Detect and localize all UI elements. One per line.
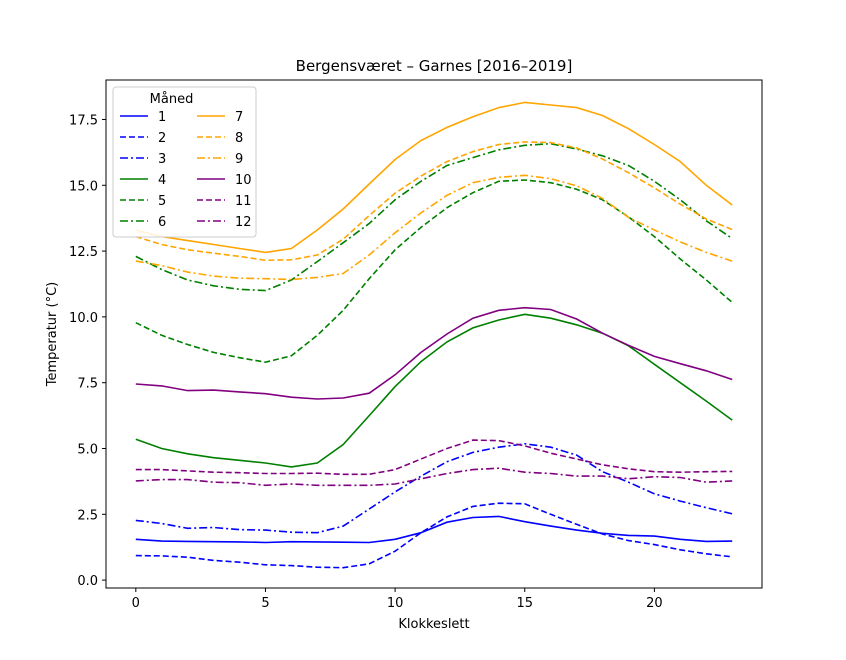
- series-line-11: [135, 439, 733, 476]
- plot-lines: [135, 101, 733, 569]
- legend-label-2: 2: [158, 131, 166, 146]
- legend-label-4: 4: [158, 173, 166, 188]
- series-line-12: [135, 467, 733, 487]
- series-line-2: [135, 502, 733, 569]
- legend-label-11: 11: [235, 194, 252, 209]
- y-tick-label: 5.0: [77, 442, 98, 457]
- y-axis: 0.0 2.5 5.0 7.5 10.0 12.5 15.0 17.5: [69, 113, 106, 589]
- x-axis: 0 5 10 15 20: [132, 588, 663, 611]
- series-line-3: [135, 442, 733, 534]
- chart-title: Bergensværet – Garnes [2016–2019]: [296, 57, 573, 75]
- x-tick-label: 10: [387, 596, 404, 611]
- y-tick-label: 0.0: [77, 574, 98, 589]
- y-tick-label: 17.5: [69, 113, 98, 128]
- legend-label-1: 1: [158, 110, 166, 125]
- x-tick-label: 0: [132, 596, 140, 611]
- series-line-8: [135, 141, 733, 262]
- series-line-9: [135, 174, 733, 281]
- series-line-10: [135, 306, 733, 400]
- y-tick-label: 2.5: [77, 508, 98, 523]
- y-tick-label: 7.5: [77, 377, 98, 392]
- x-axis-label: Klokkeslett: [398, 617, 469, 632]
- x-tick-label: 15: [516, 596, 533, 611]
- y-axis-label: Temperatur (°C): [45, 282, 60, 388]
- legend-label-6: 6: [158, 215, 166, 230]
- legend-label-9: 9: [235, 152, 243, 167]
- legend-label-8: 8: [235, 131, 243, 146]
- x-tick-label: 20: [646, 596, 663, 611]
- legend-label-7: 7: [235, 110, 243, 125]
- y-tick-label: 15.0: [69, 179, 98, 194]
- legend-title: Måned: [150, 92, 194, 107]
- legend-label-3: 3: [158, 152, 166, 167]
- legend-label-12: 12: [235, 215, 252, 230]
- series-line-6: [135, 142, 733, 292]
- legend-label-10: 10: [235, 173, 252, 188]
- y-tick-label: 12.5: [69, 245, 98, 260]
- series-line-7: [135, 101, 733, 254]
- plot-frame: [105, 79, 763, 589]
- y-tick-label: 10.0: [69, 311, 98, 326]
- x-tick-label: 5: [261, 596, 269, 611]
- series-line-1: [135, 515, 733, 544]
- legend-label-5: 5: [158, 194, 166, 209]
- series-line-4: [135, 313, 733, 468]
